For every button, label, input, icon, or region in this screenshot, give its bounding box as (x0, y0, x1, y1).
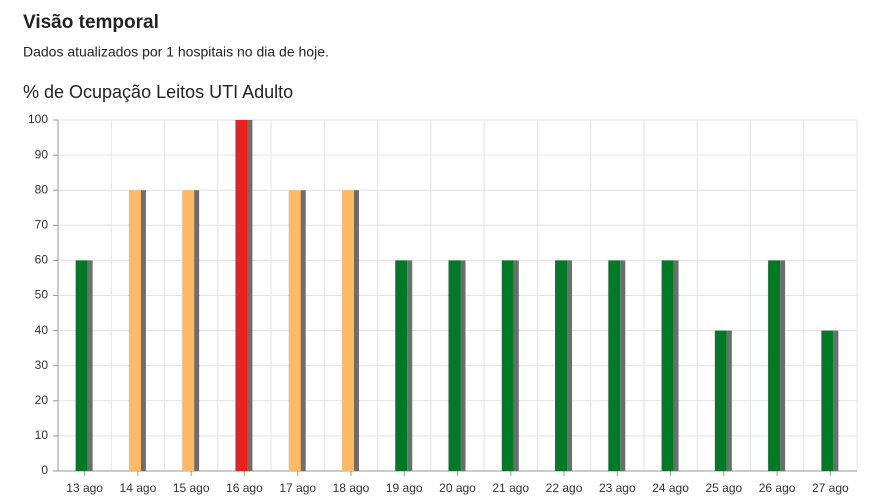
bar-shadow (780, 260, 786, 471)
bar (555, 260, 568, 471)
bar (341, 190, 354, 471)
y-tick-label: 50 (35, 288, 49, 302)
bar (448, 260, 461, 471)
bar (714, 330, 727, 471)
x-tick-label: 16 ago (226, 481, 263, 495)
x-tick-label: 19 ago (386, 481, 423, 495)
y-tick-label: 0 (41, 463, 48, 477)
x-tick-label: 26 ago (759, 481, 796, 495)
y-tick-label: 80 (35, 182, 49, 196)
bar (608, 260, 621, 471)
bar-shadow (513, 260, 519, 471)
x-tick-label: 24 ago (652, 481, 689, 495)
x-tick-label: 22 ago (546, 481, 583, 495)
y-tick-label: 100 (28, 112, 48, 126)
bar-shadow (353, 190, 359, 471)
x-tick-label: 20 ago (439, 481, 476, 495)
bar (501, 260, 514, 471)
y-tick-label: 40 (35, 323, 49, 337)
y-tick-label: 90 (35, 147, 49, 161)
x-tick-label: 13 ago (66, 481, 103, 495)
x-tick-label: 21 ago (492, 481, 529, 495)
bar (235, 120, 248, 471)
x-tick-label: 14 ago (120, 481, 157, 495)
y-tick-label: 70 (35, 217, 49, 231)
y-tick-label: 60 (35, 253, 49, 267)
x-tick-label: 17 ago (279, 481, 316, 495)
bar-shadow (247, 120, 253, 471)
bar-shadow (87, 260, 93, 471)
bar-shadow (726, 330, 732, 471)
x-tick-label: 27 ago (812, 481, 849, 495)
bar-shadow (620, 260, 626, 471)
chart-title: % de Ocupação Leitos UTI Adulto (23, 82, 293, 102)
bar-shadow (460, 260, 466, 471)
bar-shadow (194, 190, 200, 471)
bar-shadow (567, 260, 573, 471)
bar (821, 330, 834, 471)
bar-shadow (140, 190, 146, 471)
y-tick-label: 30 (35, 358, 49, 372)
bar-shadow (407, 260, 413, 471)
y-tick-label: 20 (35, 393, 49, 407)
page-title: Visão temporal (23, 12, 159, 33)
bar (128, 190, 141, 471)
bar (182, 190, 195, 471)
bar-shadow (300, 190, 306, 471)
bar (75, 260, 88, 471)
bar-shadow (833, 330, 839, 471)
bar (661, 260, 674, 471)
x-tick-label: 23 ago (599, 481, 636, 495)
bar-shadow (673, 260, 679, 471)
bar (768, 260, 781, 471)
bar (395, 260, 408, 471)
y-tick-label: 10 (35, 428, 49, 442)
x-tick-label: 15 ago (173, 481, 210, 495)
bar (288, 190, 301, 471)
x-tick-label: 18 ago (333, 481, 370, 495)
page-subtitle: Dados atualizados por 1 hospitais no dia… (23, 44, 329, 60)
x-tick-label: 25 ago (705, 481, 742, 495)
